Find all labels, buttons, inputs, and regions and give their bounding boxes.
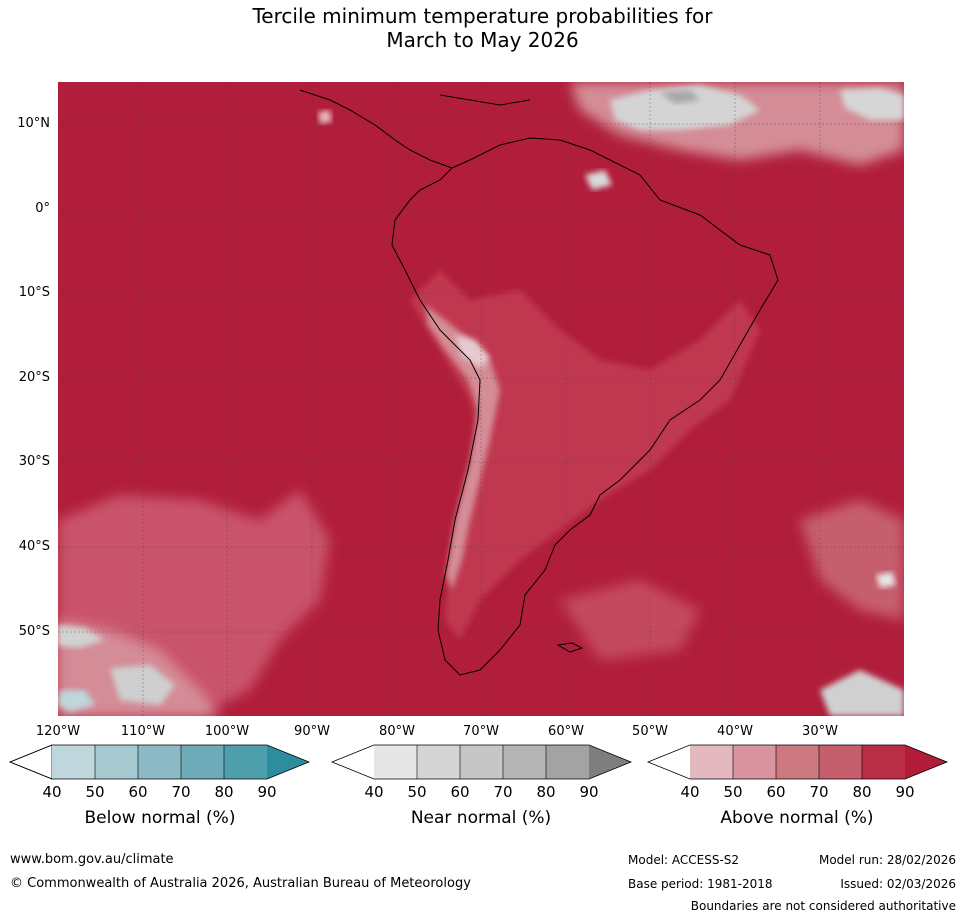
southern-ocean-blue-patch xyxy=(58,690,95,712)
southern-ocean-grey-patch-west xyxy=(58,625,105,648)
lon-label-120w: 120°W xyxy=(35,724,81,739)
lat-label-50s: 50°S xyxy=(18,624,50,639)
above-tick-80: 80 xyxy=(852,783,872,801)
pacific-small-white-patch xyxy=(318,110,332,124)
se-ocean-grey-patch xyxy=(820,670,904,716)
central-america-coastline xyxy=(299,89,453,169)
above-tick-40: 40 xyxy=(680,783,700,801)
below-tick-40: 40 xyxy=(42,783,62,801)
north-atlantic-near-normal-east xyxy=(840,88,904,120)
lon-label-50w: 50°W xyxy=(632,724,668,739)
title-line-2: March to May 2026 xyxy=(386,28,579,52)
above-tick-60: 60 xyxy=(766,783,786,801)
above-tick-50: 50 xyxy=(723,783,743,801)
se-ocean-light-region xyxy=(800,500,904,620)
legend-near-normal-bar xyxy=(330,744,633,780)
issued-text: Issued: 02/03/2026 xyxy=(840,877,956,891)
north-atlantic-dark-grey-patch xyxy=(660,90,700,104)
near-tick-50: 50 xyxy=(407,783,427,801)
southern-ocean-grey-patch-sw xyxy=(110,665,175,705)
land-70-80-region xyxy=(410,270,760,640)
south-atlantic-white-patch xyxy=(876,572,896,588)
title-line-1: Tercile minimum temperature probabilitie… xyxy=(252,4,713,28)
lon-label-80w: 80°W xyxy=(379,724,415,739)
lat-label-10s: 10°S xyxy=(18,285,50,300)
near-tick-80: 80 xyxy=(536,783,556,801)
coastlines xyxy=(299,89,779,676)
mid-ocean-light-region xyxy=(560,580,700,660)
legend-below-normal-bar xyxy=(8,744,311,780)
near-tick-70: 70 xyxy=(493,783,513,801)
lon-label-110w: 110°W xyxy=(120,724,166,739)
lon-label-70w: 70°W xyxy=(463,724,499,739)
website-link[interactable]: www.bom.gov.au/climate xyxy=(10,852,174,867)
model-text: Model: ACCESS-S2 xyxy=(628,853,740,867)
lon-label-90w: 90°W xyxy=(294,724,330,739)
near-tick-60: 60 xyxy=(450,783,470,801)
lat-label-0: 0° xyxy=(35,201,50,216)
above-tick-90: 90 xyxy=(895,783,915,801)
copyright-text: © Commonwealth of Australia 2026, Austra… xyxy=(10,876,471,891)
below-tick-90: 90 xyxy=(257,783,277,801)
legend-title-above-normal: Above normal (%) xyxy=(720,808,874,828)
probability-field xyxy=(58,82,904,716)
lon-label-30w: 30°W xyxy=(802,724,838,739)
above-tick-70: 70 xyxy=(809,783,829,801)
lat-label-10n: 10°N xyxy=(17,116,50,131)
below-tick-50: 50 xyxy=(85,783,105,801)
graticule xyxy=(58,82,904,716)
lon-label-40w: 40°W xyxy=(717,724,753,739)
lat-label-20s: 20°S xyxy=(18,370,50,385)
map-title: Tercile minimum temperature probabilitie… xyxy=(0,4,965,52)
below-tick-80: 80 xyxy=(214,783,234,801)
base-period-text: Base period: 1981-2018 xyxy=(628,877,773,891)
near-tick-90: 90 xyxy=(579,783,599,801)
lon-label-60w: 60°W xyxy=(548,724,584,739)
north-atlantic-near-normal-region xyxy=(610,85,760,130)
south-america-coastline xyxy=(391,137,779,676)
legend-above-normal-bar xyxy=(646,744,949,780)
below-tick-60: 60 xyxy=(128,783,148,801)
falklands-coastline xyxy=(556,642,584,653)
disclaimer-text: Boundaries are not considered authoritat… xyxy=(690,899,956,913)
model-run-text: Model run: 28/02/2026 xyxy=(818,853,956,867)
legend-title-near-normal: Near normal (%) xyxy=(410,808,552,828)
legend-title-below-normal: Below normal (%) xyxy=(84,808,236,828)
lat-label-30s: 30°S xyxy=(18,454,50,469)
andes-light-region xyxy=(425,305,500,590)
lon-label-100w: 100°W xyxy=(204,724,250,739)
near-tick-40: 40 xyxy=(364,783,384,801)
caribbean-island-coastline xyxy=(439,94,531,106)
guiana-grey-patch xyxy=(585,170,612,190)
below-tick-70: 70 xyxy=(171,783,191,801)
lat-label-40s: 40°S xyxy=(18,539,50,554)
